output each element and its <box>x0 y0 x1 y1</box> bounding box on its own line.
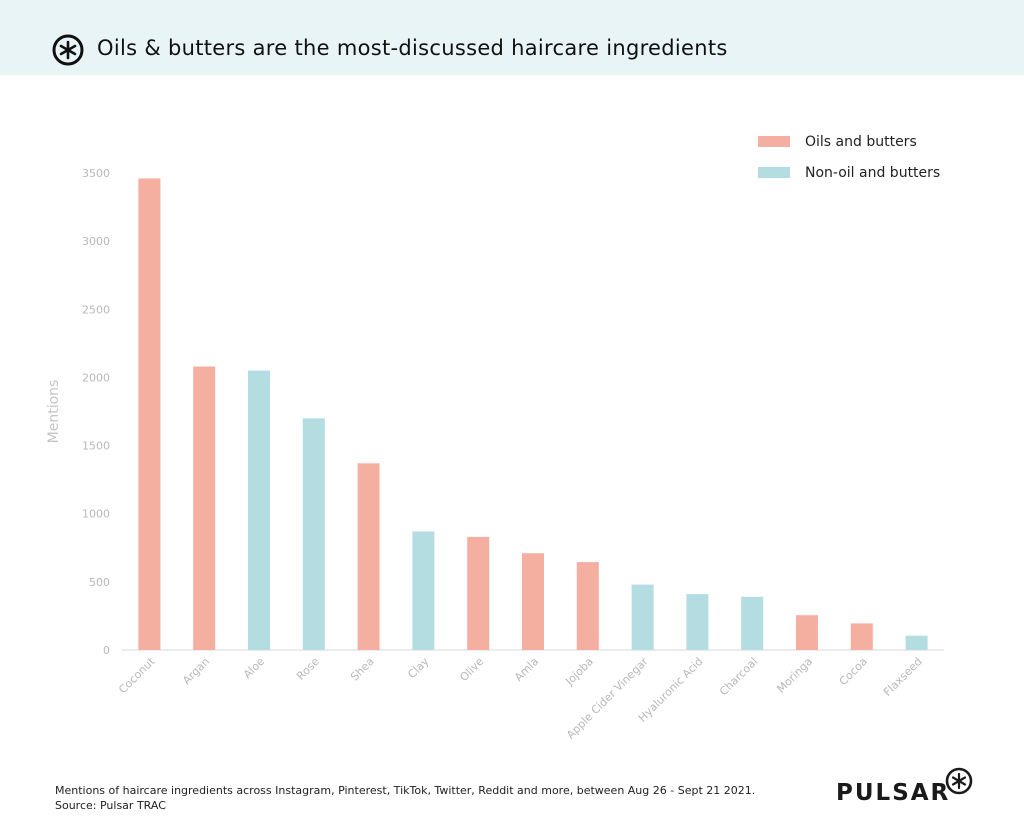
bar-amla <box>522 553 544 650</box>
bar-argan <box>193 366 216 650</box>
bar-hyaluronic-acid <box>686 594 709 650</box>
bar-moringa <box>796 615 818 650</box>
y-tick-label: 3000 <box>82 235 110 248</box>
brand-name: PULSAR <box>836 780 951 806</box>
bar-shea <box>357 463 380 650</box>
bar-cocoa <box>850 623 873 650</box>
x-tick-label: Jojoba <box>562 655 596 689</box>
bar-chart: 0 500 1000 1500 2000 2500 3000 3500 Mentions Coco… <box>46 134 944 742</box>
bar-rose <box>302 418 325 650</box>
y-tick-label: 2500 <box>82 303 110 316</box>
footnote-source: Source: Pulsar TRAC <box>55 799 166 812</box>
bar-apple-cider-vinegar <box>631 584 654 650</box>
legend-label-oils: Oils and butters <box>805 134 917 150</box>
bar-flaxseed <box>905 635 928 650</box>
y-tick-label: 3500 <box>82 167 110 180</box>
legend-swatch-non <box>758 167 790 178</box>
x-tick-label: Flaxseed <box>881 655 925 699</box>
bar-clay <box>412 531 435 650</box>
x-tick-label: Charcoal <box>717 655 760 698</box>
x-tick-label: Amla <box>512 655 541 684</box>
header-banner: Oils & butters are the most-discussed ha… <box>0 0 1024 75</box>
bar-aloe <box>248 370 270 650</box>
bar-olive <box>467 536 490 650</box>
x-tick-label: Clay <box>405 655 432 682</box>
x-tick-label: Rose <box>294 655 322 683</box>
page-title: Oils & butters are the most-discussed ha… <box>97 36 728 60</box>
y-tick-label: 1000 <box>82 508 110 521</box>
pulsar-logo: PULSAR <box>836 766 986 806</box>
footnote: Mentions of haircare ingredients across … <box>55 783 755 813</box>
x-tick-label: Argan <box>180 655 212 687</box>
x-tick-label: Moringa <box>774 655 815 696</box>
y-tick-label: 0 <box>103 644 110 657</box>
x-tick-label: Olive <box>457 655 486 684</box>
y-tick-label: 1500 <box>82 440 110 453</box>
x-tick-label: Coconut <box>116 654 158 696</box>
x-tick-label: Shea <box>348 655 377 684</box>
bar-coconut <box>138 178 161 651</box>
bar-jojoba <box>576 562 599 650</box>
y-tick-label: 2000 <box>82 371 110 384</box>
y-tick-label: 500 <box>89 576 110 589</box>
footnote-description: Mentions of haircare ingredients across … <box>55 784 756 797</box>
pulsar-asterisk-icon <box>52 34 84 66</box>
y-axis-title: Mentions <box>46 380 62 444</box>
pulsar-logo-icon <box>945 767 973 795</box>
x-tick-label: Aloe <box>241 655 267 681</box>
x-tick-label: Cocoa <box>837 655 870 688</box>
legend-swatch-oils <box>758 136 790 147</box>
bar-charcoal <box>741 596 764 650</box>
legend-label-non: Non-oil and butters <box>805 165 940 181</box>
